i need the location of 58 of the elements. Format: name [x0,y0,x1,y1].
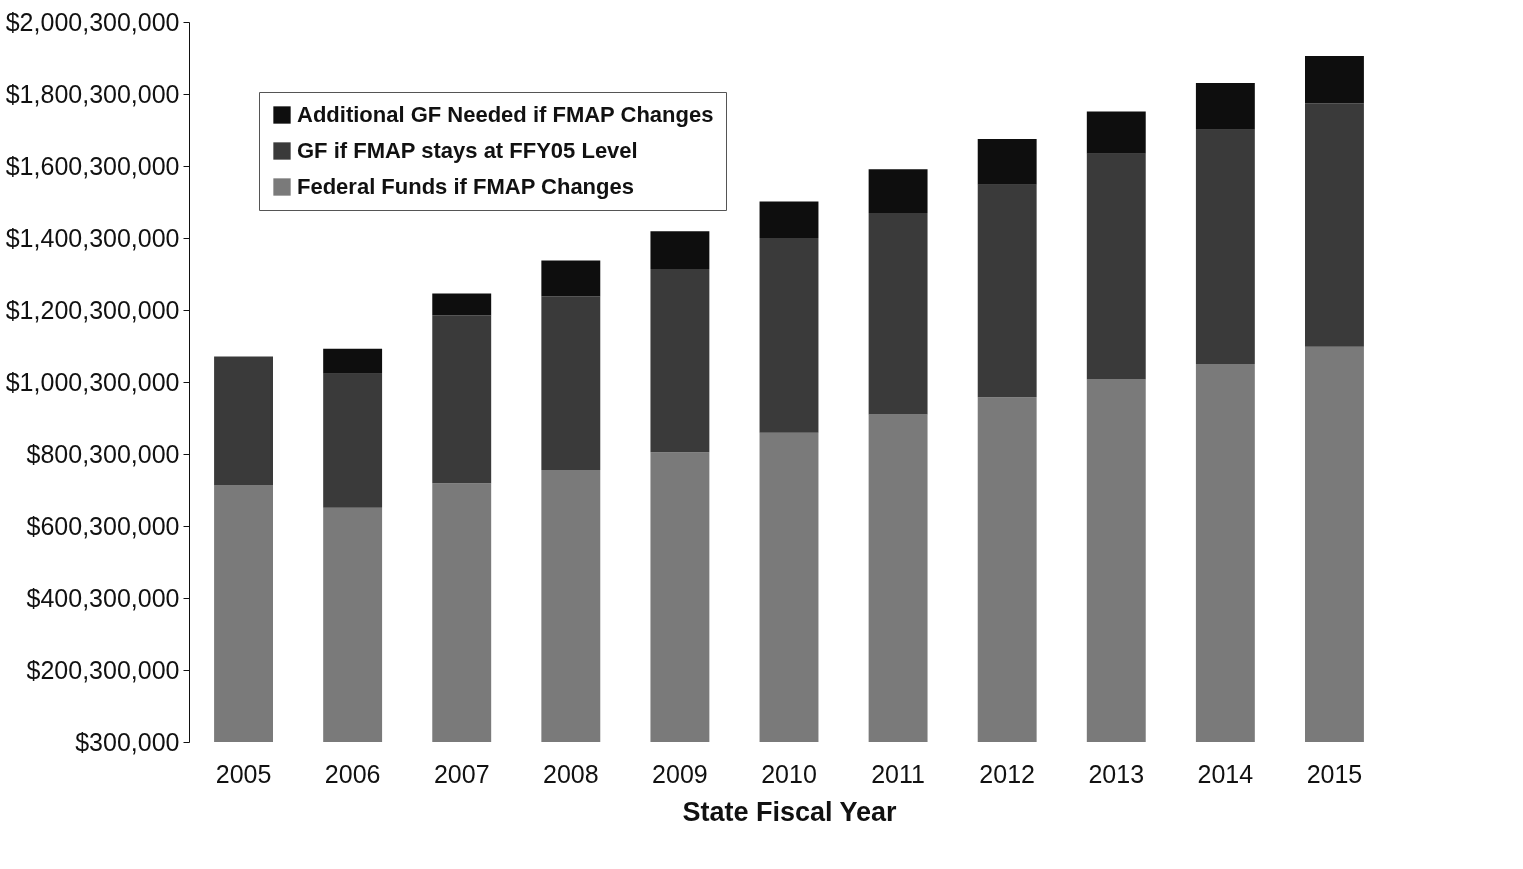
bar [541,296,601,470]
x-tick-label: 2006 [324,759,381,788]
bar [432,315,492,484]
y-tick-label: $600,300,000 [26,511,180,540]
bar [868,414,928,742]
legend-label: GF if FMAP stays at FFY05 Level [297,138,638,163]
x-tick-label: 2007 [433,759,490,788]
bar [214,356,273,486]
y-tick-label: $400,300,000 [26,583,180,612]
bar [541,469,601,742]
x-tick-label: 2014 [1197,759,1254,788]
bar [759,201,819,239]
bar [977,397,1037,742]
x-tick-label: 2015 [1306,759,1363,788]
x-tick-label: 2005 [215,759,272,788]
bar [868,169,928,213]
bar [1086,111,1146,154]
x-tick-label: 2008 [543,759,599,788]
bar [1086,379,1146,742]
bar [650,452,710,742]
bar [1305,346,1364,742]
bar [323,507,383,742]
y-tick-label: $2,000,300,000 [5,7,180,36]
y-tick-label: $1,600,300,000 [5,151,180,180]
bar [977,184,1037,398]
x-tick-label: 2012 [979,759,1035,788]
y-tick-label: $300,000 [75,727,180,756]
bar [1195,82,1255,130]
bar [1086,153,1146,380]
legend-label: Federal Funds if FMAP Changes [297,174,634,199]
bar [650,269,710,453]
x-tick-label: 2013 [1088,759,1145,788]
bar [323,348,383,374]
y-tick-label: $200,300,000 [26,655,180,684]
y-tick-label: $1,000,300,000 [5,367,180,396]
y-tick-label: $1,800,300,000 [5,79,180,108]
y-tick-label: $800,300,000 [26,439,180,468]
y-tick-label: $1,400,300,000 [5,223,180,252]
bar [1195,129,1255,365]
bar [759,238,819,433]
bar [323,373,383,508]
bar [1305,55,1364,104]
bar [432,483,492,742]
x-tick-label: 2011 [871,759,925,788]
x-axis-title: State Fiscal Year [682,796,898,827]
x-tick-label: 2009 [652,759,708,788]
bar [1305,103,1364,347]
bar [759,432,819,742]
bar [650,231,710,270]
x-tick-label: 2010 [761,759,817,788]
bar [214,485,273,742]
bar [1195,364,1255,742]
bar [977,139,1037,185]
bar [541,260,601,297]
y-tick-label: $1,200,300,000 [5,295,180,324]
bar [432,293,492,316]
legend-label: Additional GF Needed if FMAP Changes [297,102,714,127]
bar [868,212,928,415]
